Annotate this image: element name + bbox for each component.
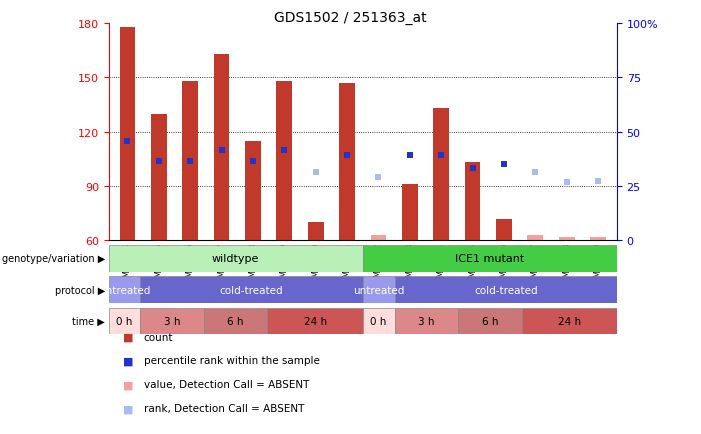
Text: percentile rank within the sample: percentile rank within the sample [144, 356, 320, 365]
Bar [371, 235, 386, 241]
Text: 3 h: 3 h [164, 316, 180, 326]
Bar [120, 27, 135, 241]
Text: ■: ■ [123, 356, 133, 365]
Text: wildtype: wildtype [212, 254, 259, 264]
Bar [527, 235, 543, 241]
Bar [109, 277, 140, 303]
Text: genotype/variation ▶: genotype/variation ▶ [2, 254, 105, 264]
Text: untreated: untreated [99, 285, 150, 295]
Bar [363, 277, 395, 303]
Text: ICE1 mutant: ICE1 mutant [455, 254, 524, 264]
Text: ■: ■ [123, 332, 133, 342]
Text: time ▶: time ▶ [72, 316, 105, 326]
Text: value, Detection Call = ABSENT: value, Detection Call = ABSENT [144, 380, 309, 389]
Bar [182, 82, 198, 241]
Bar [339, 83, 355, 241]
Text: protocol ▶: protocol ▶ [55, 285, 105, 295]
Bar [140, 277, 363, 303]
Bar [395, 308, 458, 335]
Text: count: count [144, 332, 173, 342]
Bar [276, 82, 292, 241]
Text: ■: ■ [123, 404, 133, 413]
Text: 6 h: 6 h [482, 316, 498, 326]
Bar [109, 246, 363, 272]
Text: cold-treated: cold-treated [220, 285, 283, 295]
Bar [522, 308, 617, 335]
Bar [433, 109, 449, 241]
Text: GDS1502 / 251363_at: GDS1502 / 251363_at [274, 11, 427, 25]
Bar [363, 308, 395, 335]
Text: 0 h: 0 h [116, 316, 132, 326]
Bar [395, 277, 617, 303]
Bar [268, 308, 363, 335]
Text: 0 h: 0 h [370, 316, 387, 326]
Text: cold-treated: cold-treated [474, 285, 538, 295]
Bar [496, 219, 512, 241]
Bar [458, 308, 522, 335]
Bar [204, 308, 268, 335]
Bar [363, 246, 617, 272]
Bar [559, 237, 575, 241]
Text: 6 h: 6 h [227, 316, 244, 326]
Text: rank, Detection Call = ABSENT: rank, Detection Call = ABSENT [144, 404, 304, 413]
Bar [151, 114, 167, 241]
Bar [308, 223, 324, 241]
Bar [140, 308, 204, 335]
Text: untreated: untreated [353, 285, 404, 295]
Bar [214, 55, 229, 241]
Bar [109, 308, 140, 335]
Text: 3 h: 3 h [418, 316, 435, 326]
Text: 24 h: 24 h [304, 316, 327, 326]
Text: 24 h: 24 h [558, 316, 581, 326]
Bar [465, 163, 480, 241]
Text: ■: ■ [123, 380, 133, 389]
Bar [402, 185, 418, 241]
Bar [590, 237, 606, 241]
Bar [245, 141, 261, 241]
